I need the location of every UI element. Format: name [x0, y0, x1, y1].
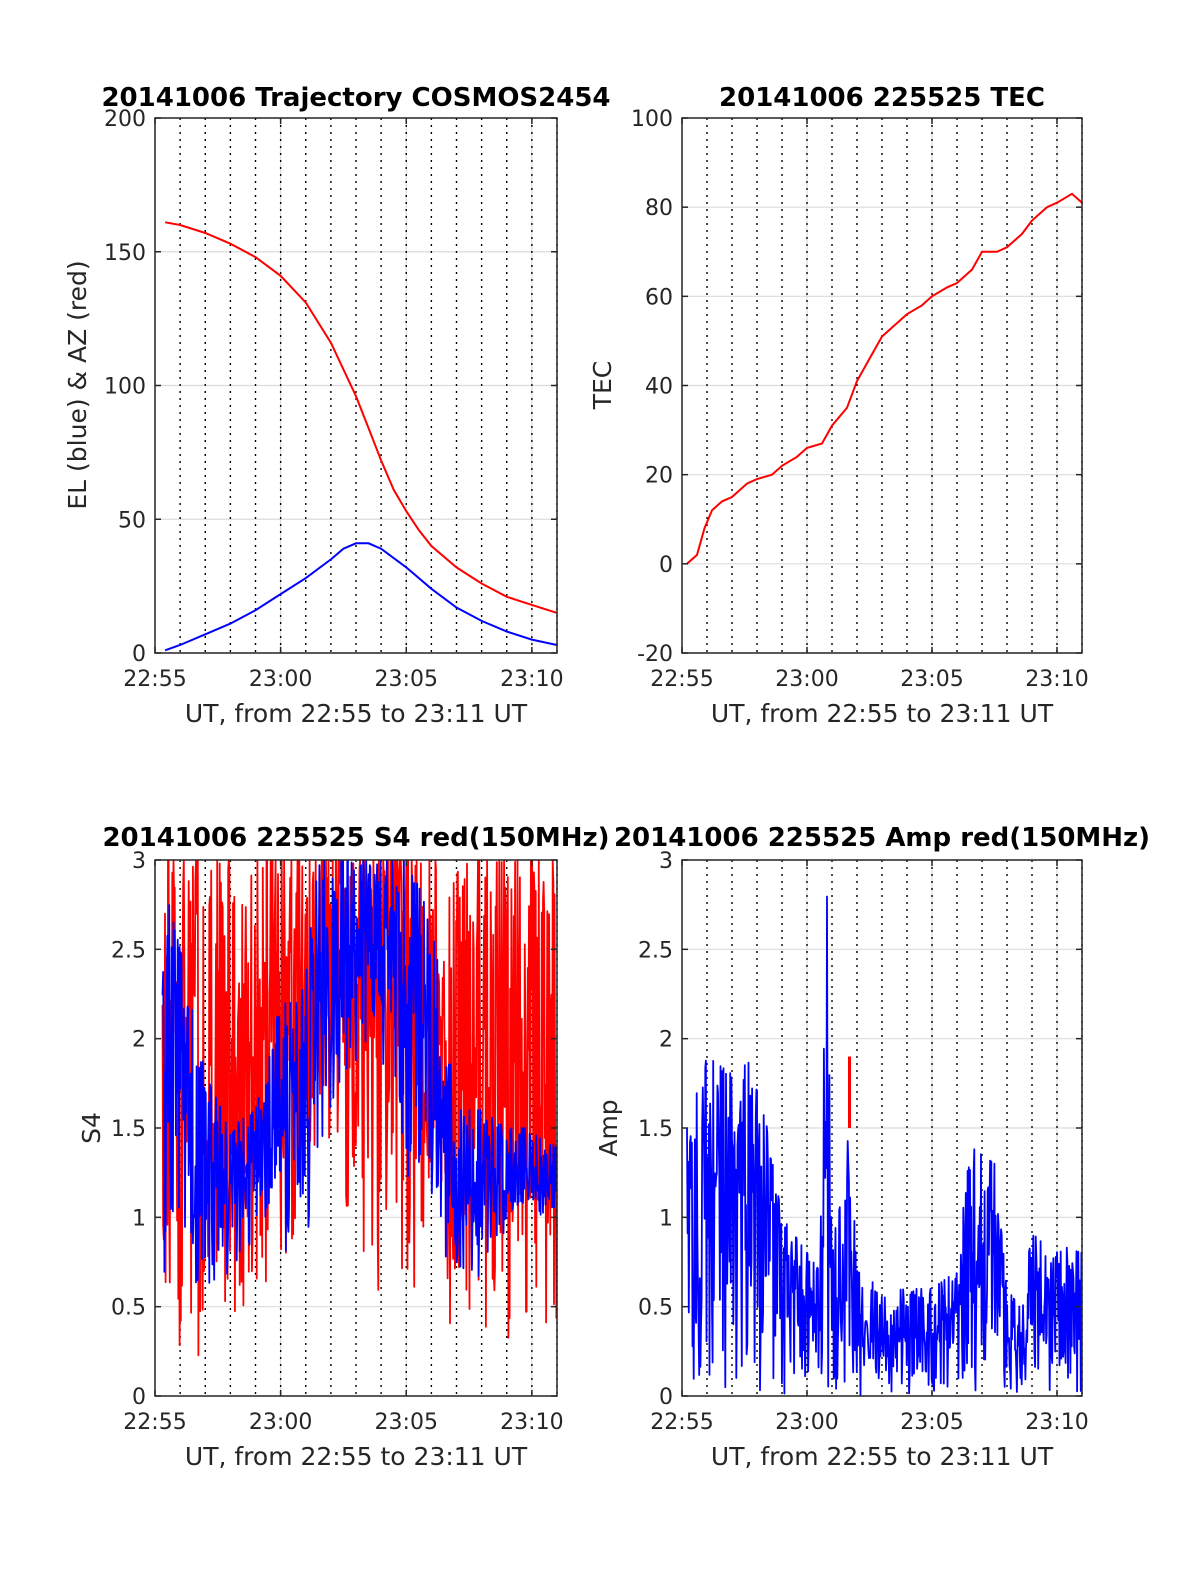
amp-panel: 20141006 225525 Amp red(150MHz) UT, from…	[594, 823, 1150, 1471]
series-group	[164, 221, 557, 652]
y-tick-label: 200	[104, 107, 146, 132]
trajectory-title: 20141006 Trajectory COSMOS2454	[101, 83, 610, 113]
y-tick-label: 1	[132, 1206, 146, 1231]
x-tick-label: 22:55	[650, 667, 713, 692]
y-tick-label: 0	[132, 1385, 146, 1410]
y-tick-label: 20	[645, 464, 673, 489]
x-tick-label: 23:10	[500, 667, 563, 692]
s4-ylabel: S4	[77, 1112, 106, 1144]
y-tick-label: 0.5	[638, 1296, 673, 1321]
x-tick-label: 22:55	[123, 667, 186, 692]
y-tick-label: 0	[659, 553, 673, 578]
y-tick-label: 50	[118, 508, 146, 533]
series-line-blue	[164, 542, 557, 652]
y-tick-label: 40	[645, 375, 673, 400]
noisy-series-red	[161, 860, 557, 1357]
x-tick-label: 23:00	[775, 1410, 838, 1435]
y-tick-label: 0	[659, 1385, 673, 1410]
y-tick-label: 100	[631, 107, 673, 132]
tec-ylabel: TEC	[588, 361, 617, 411]
x-tick-label: 23:10	[1025, 667, 1088, 692]
x-tick-label: 23:05	[900, 667, 963, 692]
y-tick-label: -20	[637, 642, 673, 667]
y-tick-label: 150	[104, 241, 146, 266]
y-tick-label: 2.5	[111, 938, 146, 963]
y-tick-label: 60	[645, 285, 673, 310]
x-tick-label: 23:00	[249, 1410, 312, 1435]
series-line-red	[164, 221, 557, 614]
series-group	[686, 192, 1082, 565]
noisy-series-blue	[161, 860, 557, 1284]
x-tick-label: 23:10	[1025, 1410, 1088, 1435]
series-group	[161, 860, 557, 1357]
s4-title: 20141006 225525 S4 red(150MHz)	[102, 823, 609, 853]
x-tick-label: 23:00	[249, 667, 312, 692]
x-tick-label: 23:00	[775, 667, 838, 692]
s4-xlabel: UT, from 22:55 to 23:11 UT	[185, 1442, 528, 1471]
y-tick-label: 2	[659, 1028, 673, 1053]
x-tick-label: 22:55	[123, 1410, 186, 1435]
amp-ylabel: Amp	[594, 1099, 623, 1156]
y-tick-label: 0	[132, 642, 146, 667]
s4-panel: 20141006 225525 S4 red(150MHz) UT, from …	[77, 823, 610, 1471]
trajectory-xlabel: UT, from 22:55 to 23:11 UT	[185, 699, 528, 728]
x-tick-label: 23:05	[375, 1410, 438, 1435]
y-tick-label: 80	[645, 196, 673, 221]
y-tick-label: 2	[132, 1028, 146, 1053]
series-group	[686, 895, 1082, 1396]
y-tick-label: 100	[104, 375, 146, 400]
series-line-red	[686, 192, 1082, 565]
y-tick-label: 2.5	[638, 938, 673, 963]
trajectory-panel: 20141006 Trajectory COSMOS2454 UT, from …	[63, 83, 611, 728]
y-tick-label: 3	[132, 849, 146, 874]
y-tick-label: 1.5	[111, 1117, 146, 1142]
amp-xlabel: UT, from 22:55 to 23:11 UT	[711, 1442, 1054, 1471]
x-tick-label: 23:05	[375, 667, 438, 692]
x-tick-label: 23:05	[900, 1410, 963, 1435]
trajectory-ylabel: EL (blue) & AZ (red)	[63, 260, 92, 509]
tec-title: 20141006 225525 TEC	[719, 83, 1045, 113]
tec-panel: 20141006 225525 TEC UT, from 22:55 to 23…	[588, 83, 1089, 728]
tec-xlabel: UT, from 22:55 to 23:11 UT	[711, 699, 1054, 728]
y-tick-label: 3	[659, 849, 673, 874]
y-tick-label: 0.5	[111, 1296, 146, 1321]
noisy-series-blue	[686, 895, 1082, 1396]
y-tick-label: 1.5	[638, 1117, 673, 1142]
x-tick-label: 22:55	[650, 1410, 713, 1435]
amp-title: 20141006 225525 Amp red(150MHz)	[614, 823, 1150, 853]
x-tick-label: 23:10	[500, 1410, 563, 1435]
y-tick-label: 1	[659, 1206, 673, 1231]
